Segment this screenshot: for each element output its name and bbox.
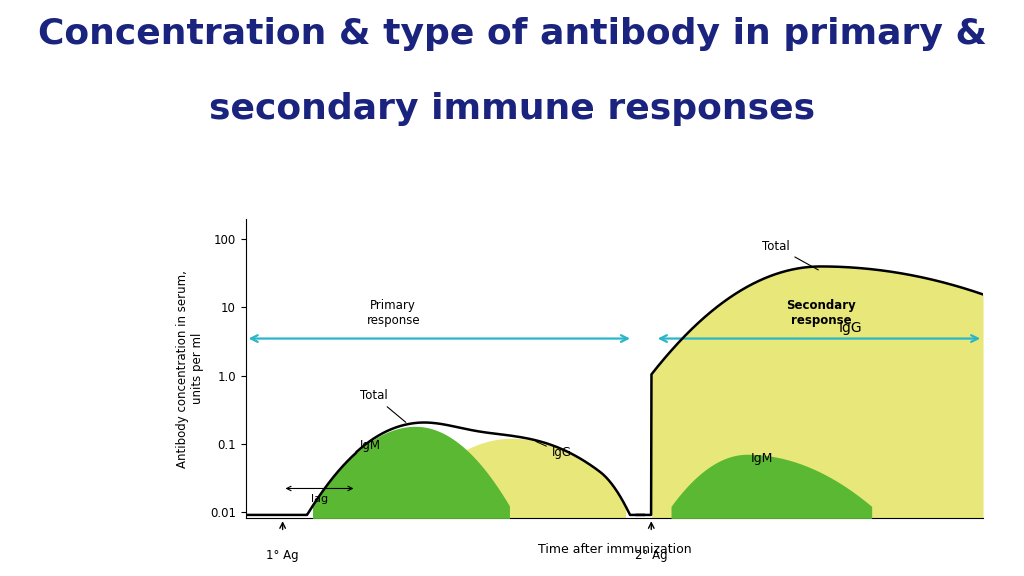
Text: IgM: IgM bbox=[751, 452, 773, 465]
Text: Total: Total bbox=[360, 389, 406, 422]
Text: lag: lag bbox=[311, 494, 328, 505]
Text: IgG: IgG bbox=[536, 442, 571, 460]
Text: IgG: IgG bbox=[839, 321, 862, 335]
Text: Secondary
response: Secondary response bbox=[786, 298, 856, 327]
Text: Total: Total bbox=[762, 240, 818, 270]
Text: 1° Ag: 1° Ag bbox=[266, 550, 299, 562]
Text: 2° Ag: 2° Ag bbox=[635, 550, 668, 562]
Text: Concentration & type of antibody in primary &: Concentration & type of antibody in prim… bbox=[38, 17, 986, 51]
X-axis label: Time after immunization: Time after immunization bbox=[538, 543, 691, 556]
Text: secondary immune responses: secondary immune responses bbox=[209, 92, 815, 126]
Text: Primary
response: Primary response bbox=[367, 298, 420, 327]
Text: IgM: IgM bbox=[360, 439, 381, 452]
Y-axis label: Antibody concentration in serum,
units per ml: Antibody concentration in serum, units p… bbox=[176, 270, 205, 468]
